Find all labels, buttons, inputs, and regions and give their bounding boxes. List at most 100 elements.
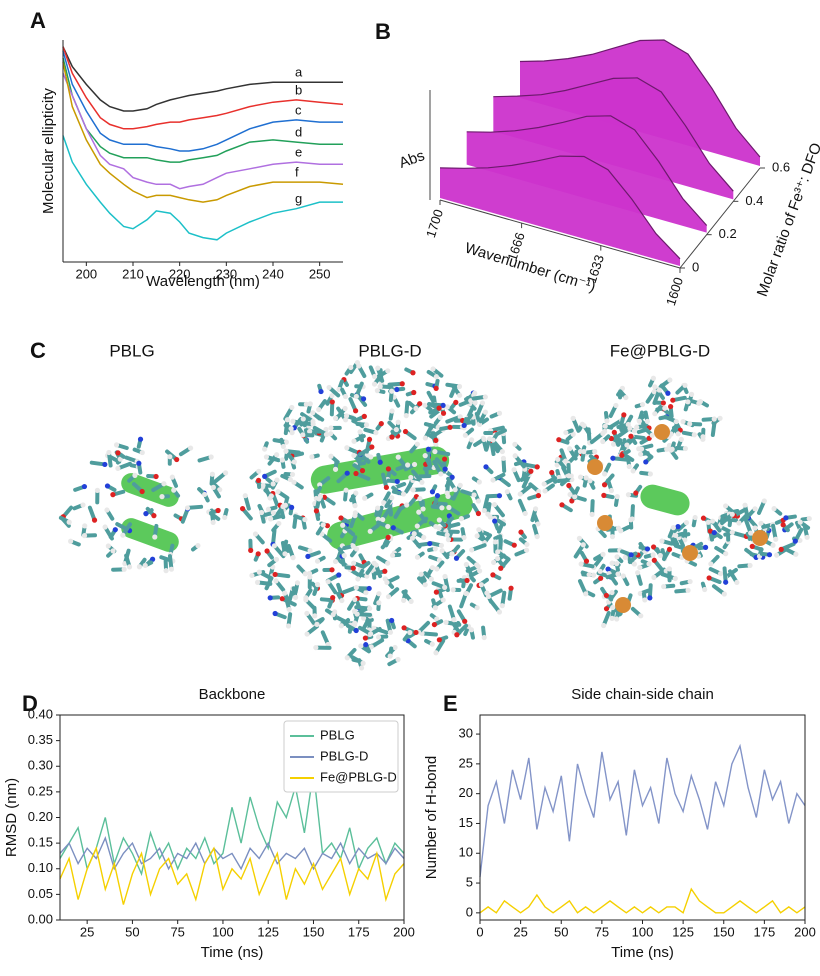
molecule-atom (389, 552, 396, 558)
x-tick-label: 50 (125, 924, 139, 939)
molecule-atom (326, 384, 332, 391)
molecule-atom (723, 579, 729, 585)
molecule-atom (255, 477, 262, 484)
molecule-atom (149, 556, 156, 562)
molecule-atom (650, 552, 656, 558)
molecule-atom (411, 461, 418, 468)
molecule-atom (136, 460, 142, 466)
molecule-atom (427, 540, 433, 547)
molecule-atom (620, 573, 626, 579)
molecule-atom (261, 446, 268, 452)
x-tick-label: 25 (80, 924, 94, 939)
molecule-atom (729, 529, 735, 536)
legend-label: Fe@PBLG-D (320, 769, 397, 784)
molecule-atom (700, 515, 707, 521)
x-tick-label: 125 (672, 924, 694, 939)
molecule-atom (385, 523, 391, 530)
molecule-atom (421, 534, 427, 541)
surface-fill (440, 156, 680, 266)
molecule-atom (115, 450, 121, 456)
molecule-atom (215, 507, 221, 514)
molecule-atom (666, 546, 673, 553)
molecule-atom (481, 507, 487, 514)
molecule-atom (358, 665, 365, 671)
molecule-atom (475, 510, 482, 517)
molecule-atom (691, 432, 697, 438)
molecule-atom (300, 432, 306, 438)
molecule-atom (747, 562, 753, 569)
x-tick-label: 1700 (423, 207, 446, 239)
molecule-atom (328, 431, 334, 437)
molecule-atom (577, 474, 584, 480)
molecule-atom (325, 641, 331, 648)
molecule-atom (313, 508, 320, 514)
molecule-atom (376, 591, 382, 597)
molecule-atom (643, 459, 649, 465)
molecule-atom (320, 522, 326, 528)
molecule-atom (353, 408, 359, 414)
molecule-atom (752, 506, 758, 512)
molecule-atom (283, 448, 289, 454)
molecule-atom (440, 402, 446, 408)
molecule-atom (597, 568, 603, 574)
molecule-atom (464, 577, 470, 584)
molecule-atom (351, 560, 357, 566)
molecule-atom (494, 555, 501, 562)
molecule-atom (436, 637, 442, 643)
series-label: g (295, 191, 302, 206)
molecule-atom (449, 551, 455, 557)
molecule-atom (637, 451, 644, 457)
molecule-atom (583, 475, 589, 481)
molecule-atom (389, 388, 395, 394)
molecule-atom (274, 477, 280, 483)
molecule-atom (496, 410, 503, 416)
x-tick-label: 200 (393, 924, 415, 939)
molecule-atom (359, 468, 366, 474)
molecule-atom (602, 423, 608, 429)
molecule-atom (668, 403, 674, 410)
molecule-atom (518, 529, 524, 535)
molecule-atom (721, 591, 727, 597)
helix (121, 518, 179, 552)
molecule-atom (360, 660, 366, 666)
surface-line (439, 155, 681, 260)
molecule-atom (418, 571, 424, 577)
x-tick-label: 75 (595, 924, 609, 939)
molecule-atom (340, 522, 346, 528)
molecule-atom (420, 506, 426, 512)
molecule-atom (389, 434, 395, 440)
molecule-atom (279, 457, 285, 463)
x-tick-label: 0 (476, 924, 483, 939)
molecule-atom (806, 515, 812, 522)
molecule-atom (336, 572, 342, 578)
molecule-atom (559, 502, 565, 508)
molecule-atom (283, 439, 289, 445)
molecule-atom (255, 551, 261, 557)
molecule-atom (362, 495, 368, 501)
molecule-atom (362, 635, 368, 641)
molecule-atom (209, 471, 216, 477)
molecule-atom (631, 428, 638, 434)
molecule-atom (804, 534, 810, 540)
molecule-atom (405, 462, 411, 468)
molecule-atom (368, 644, 374, 650)
molecule-atom (350, 565, 356, 571)
molecule-atom (169, 474, 175, 480)
molecule-atom (374, 388, 380, 394)
y-tick-label: 0.25 (28, 783, 53, 798)
molecule-atom (167, 454, 173, 460)
molecule-atom (642, 597, 648, 603)
molecule-atom (348, 364, 354, 371)
molecule-atom (392, 644, 398, 651)
x-tick-label: 25 (513, 924, 527, 939)
x-tick-label: 175 (754, 924, 776, 939)
molecule-atom (556, 437, 562, 443)
molecule-atom (711, 529, 717, 536)
legend-label: PBLG-D (320, 748, 368, 763)
molecule-atom (344, 445, 350, 451)
molecule-atom (270, 510, 276, 516)
molecule-atom (303, 401, 309, 407)
molecule-atom (328, 425, 334, 431)
molecule-atom (395, 454, 401, 460)
molecule-atom (113, 442, 120, 448)
